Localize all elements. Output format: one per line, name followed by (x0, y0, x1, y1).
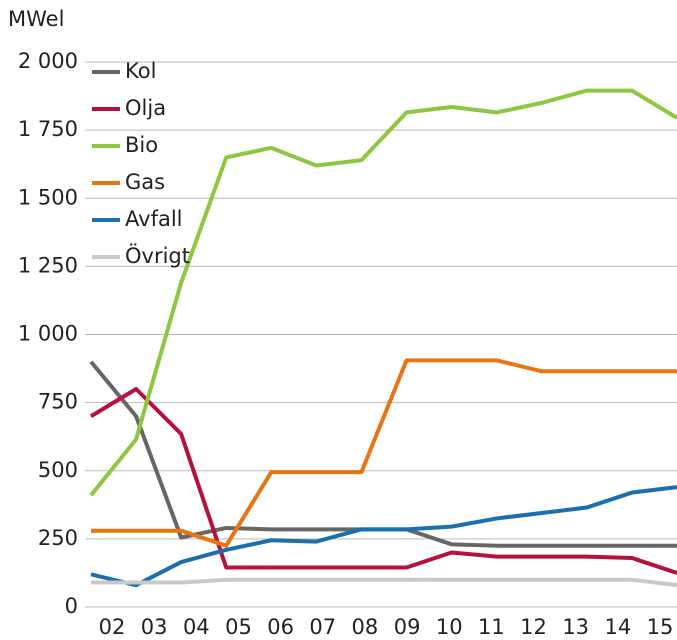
x-tick-label: 14 (604, 615, 631, 639)
series-line (89, 387, 677, 575)
x-tick-label: 02 (99, 615, 126, 639)
x-tick-label: 03 (141, 615, 168, 639)
x-tick-label: 08 (352, 615, 379, 639)
legend-label: Övrigt (125, 243, 190, 268)
series-line (89, 88, 677, 497)
x-tick-label: 13 (562, 615, 589, 639)
x-tick-label: 05 (225, 615, 252, 639)
x-tick-label: 07 (309, 615, 336, 639)
x-tick-label: 09 (394, 615, 421, 639)
series-line (90, 485, 677, 588)
series-line (91, 358, 677, 548)
y-tick-label: 1 500 (18, 185, 78, 209)
legend-label: Gas (125, 170, 165, 194)
y-tick-label: 1 000 (18, 322, 78, 346)
x-tick-label: 06 (267, 615, 294, 639)
series-line (91, 577, 677, 588)
x-tick-label: 15 (647, 615, 674, 639)
legend-label: Avfall (125, 207, 183, 231)
y-tick-label: 250 (38, 526, 78, 550)
x-tick-label: 11 (478, 615, 505, 639)
x-tick-label: 12 (520, 615, 547, 639)
y-tick-label: 1 750 (18, 117, 78, 141)
y-axis-label: MWel (8, 7, 64, 31)
legend-label: Bio (125, 133, 158, 157)
y-tick-label: 2 000 (18, 49, 78, 73)
x-tick-label: 04 (183, 615, 210, 639)
legend-label: Kol (125, 59, 156, 83)
series-line (89, 360, 677, 548)
x-tick-label: 10 (436, 615, 463, 639)
y-tick-label: 1 250 (18, 253, 78, 277)
y-tick-label: 750 (38, 390, 78, 414)
y-tick-label: 0 (65, 594, 78, 618)
y-tick-label: 500 (38, 458, 78, 482)
legend-label: Olja (125, 96, 166, 120)
